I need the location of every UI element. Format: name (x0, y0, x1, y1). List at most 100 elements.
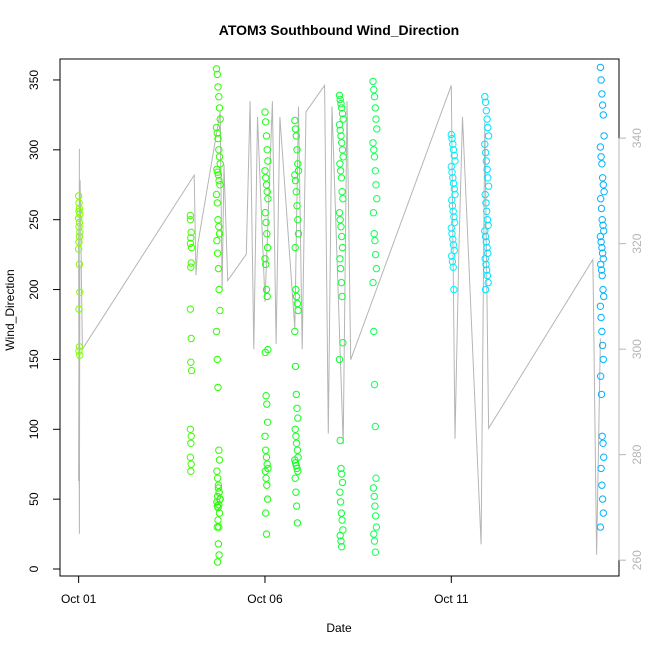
data-point (76, 210, 84, 218)
data-point (599, 439, 607, 447)
data-point (336, 255, 344, 263)
y-tick-label: 250 (27, 209, 41, 229)
data-point (600, 227, 608, 235)
data-point (335, 121, 344, 129)
data-point (481, 232, 490, 241)
data-point (214, 540, 223, 548)
y2-tick-label: 260 (630, 550, 644, 570)
data-point (187, 234, 195, 242)
x-tick-label: Oct 01 (61, 592, 97, 606)
data-point (263, 495, 272, 503)
data-point (448, 196, 456, 204)
data-point (338, 146, 347, 154)
data-point (335, 91, 344, 100)
y-axis-label: Wind_Direction (3, 269, 17, 350)
data-point (336, 531, 344, 540)
y-tick-label: 100 (27, 419, 41, 439)
data-point (338, 292, 346, 301)
data-point (448, 257, 457, 266)
data-point (75, 204, 84, 213)
data-point (337, 278, 346, 287)
data-point (292, 488, 300, 496)
data-point (187, 259, 195, 267)
data-point (215, 446, 223, 454)
y-axis: 0 50 100 150 200 250 300 350 (27, 70, 61, 572)
data-point (598, 495, 607, 503)
data-point (336, 160, 344, 168)
y2-tick-label: 320 (630, 233, 644, 253)
data-point (484, 132, 493, 140)
data-point (336, 167, 345, 175)
data-point (597, 260, 605, 269)
data-point (336, 126, 344, 135)
data-point (450, 213, 458, 221)
data-point (215, 523, 223, 531)
data-point (262, 474, 270, 482)
data-point (596, 232, 605, 241)
data-point (447, 224, 455, 232)
data-point (451, 190, 459, 199)
data-point (187, 366, 196, 375)
data-point (293, 299, 302, 308)
data-point (483, 266, 491, 274)
data-point (447, 162, 455, 171)
data-point (482, 107, 490, 115)
data-point (337, 509, 346, 517)
data-point (215, 509, 224, 517)
data-point (187, 243, 196, 252)
data-point (215, 146, 223, 154)
data-point (597, 153, 605, 161)
data-point (373, 125, 381, 133)
data-point (451, 157, 459, 165)
data-point (75, 199, 83, 207)
data-point (337, 537, 345, 545)
data-point (370, 153, 379, 161)
data-point (263, 400, 271, 408)
data-point (598, 341, 607, 350)
data-point (337, 223, 345, 231)
data-point (75, 343, 84, 351)
data-point (597, 372, 605, 380)
data-point (449, 207, 457, 216)
data-point (338, 243, 347, 252)
data-point (481, 285, 490, 294)
y2-tick-label: 280 (630, 444, 644, 464)
data-point (261, 432, 269, 440)
data-point (336, 95, 344, 104)
data-point (483, 271, 492, 280)
y2-tick-label: 340 (630, 128, 644, 148)
data-point (451, 218, 459, 227)
data-point (293, 519, 302, 527)
data-point (449, 174, 457, 182)
data-point (338, 188, 346, 196)
data-point (215, 456, 224, 464)
data-point (214, 383, 222, 392)
data-point (74, 245, 83, 253)
data-point (215, 104, 224, 112)
data-point (261, 167, 269, 175)
data-point (292, 439, 301, 447)
data-point (338, 109, 347, 118)
y-tick-label: 150 (27, 349, 41, 369)
data-point (186, 453, 195, 461)
x-tick-label: Oct 06 (247, 592, 283, 606)
data-point (75, 218, 84, 227)
data-point (371, 250, 380, 259)
data-point (597, 390, 606, 399)
y-tick-label: 350 (27, 70, 41, 90)
data-point (75, 305, 83, 313)
data-point (294, 160, 302, 168)
x-axis-label: Date (326, 621, 352, 635)
data-point (215, 285, 223, 294)
data-point (336, 488, 344, 496)
data-point (369, 139, 377, 147)
data-point (370, 93, 379, 101)
data-point (449, 235, 457, 244)
data-point (448, 202, 457, 210)
data-point (215, 93, 223, 101)
data-point (598, 174, 607, 182)
data-point (215, 230, 224, 238)
data-point (216, 181, 224, 189)
data-point (294, 306, 302, 315)
data-point (598, 101, 607, 109)
